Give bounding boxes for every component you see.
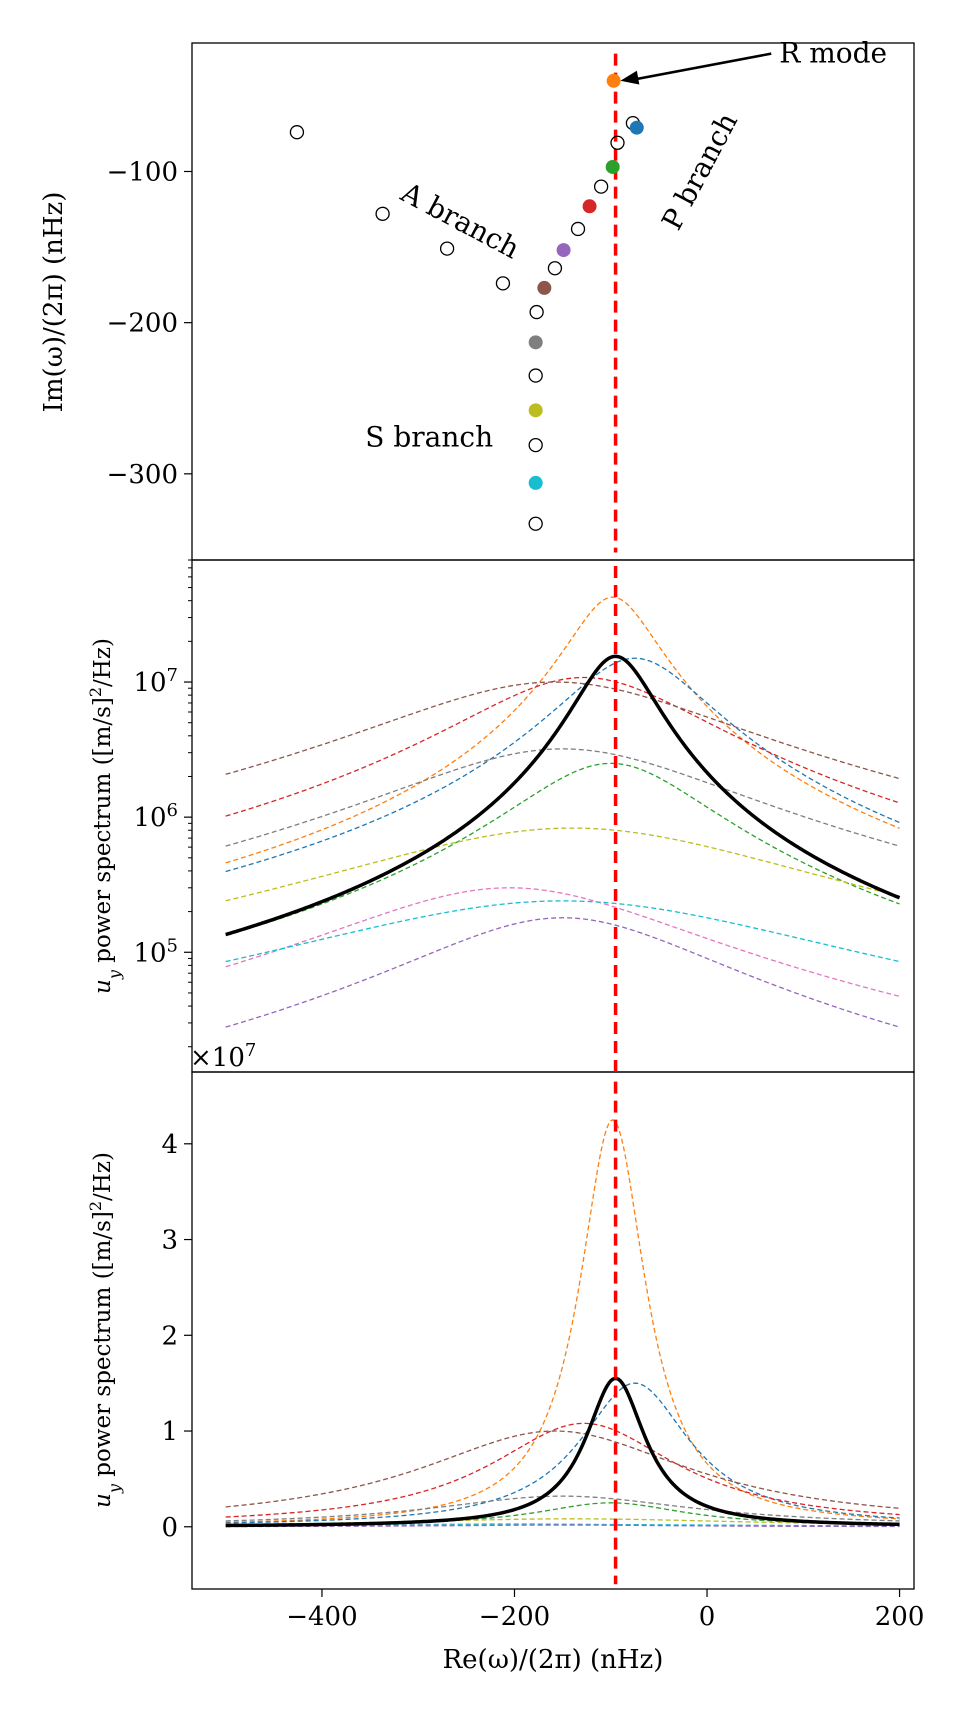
middle-ylabel-var: u: [90, 979, 116, 994]
bot-ytick-label: 0: [161, 1513, 178, 1543]
annotation-arrow-head: [620, 70, 640, 85]
open-mode-marker: [547, 261, 563, 276]
mid-series-cyan: [225, 900, 900, 963]
annotation-arrow-shaft: [632, 52, 772, 82]
middle-ylabel-sup: 2: [86, 687, 105, 697]
bot-ytick-label: 2: [161, 1321, 178, 1351]
bot-xtick-label: 200: [875, 1602, 925, 1632]
open-mode-marker: [528, 368, 543, 383]
top-y-axis-label: Im(ω)/(2π) (nHz): [39, 192, 69, 413]
open-mode-marker: [289, 125, 305, 140]
mid-curves: [225, 566, 901, 1072]
mid-series-gray: [225, 748, 900, 847]
offset-base: ×10: [190, 1043, 245, 1073]
bottom-ylabel-sub: y: [105, 1483, 124, 1494]
top-panel-frame: [191, 42, 915, 561]
colored-mode-marker: [528, 475, 543, 490]
bot-ytick-label: 3: [161, 1226, 178, 1256]
open-mode-marker: [593, 179, 609, 194]
mid-ytick-label: 106: [133, 800, 178, 834]
bottom-panel: 0 1 2 3 4 −400 −200 0 200: [161, 1081, 925, 1632]
annotation-r-mode: R mode: [779, 37, 887, 70]
bottom-offset-label: ×107: [190, 1040, 256, 1074]
middle-panel: 105 106 107: [133, 559, 901, 1072]
bot-xtick-label: −200: [479, 1602, 550, 1632]
bot-series-purple: [225, 1524, 900, 1528]
bottom-ylabel-suffix: /Hz): [90, 1152, 116, 1201]
mid-ytick-label: 105: [133, 935, 178, 969]
bottom-ylabel-var: u: [90, 1493, 116, 1508]
mid-total-curve: [225, 654, 901, 937]
middle-ylabel-sub: y: [105, 969, 124, 980]
middle-ylabel-suffix: /Hz): [90, 638, 116, 687]
top-panel: −100 −200 −300 R mode A branch P branch S bran…: [107, 37, 887, 553]
mid-series-pink: [225, 887, 900, 997]
bot-xtick-label: −400: [286, 1602, 357, 1632]
top-ytick-label: −200: [107, 309, 178, 339]
colored-mode-marker: [605, 159, 620, 174]
open-mode-marker: [495, 276, 511, 291]
colored-mode-marker: [528, 403, 543, 418]
colored-mode-marker: [606, 73, 621, 88]
open-mode-marker: [439, 241, 455, 256]
middle-panel-frame: [191, 559, 915, 1073]
open-mode-marker: [610, 135, 625, 150]
bot-ytick-label: 4: [161, 1130, 178, 1160]
top-ytick-label: −300: [107, 460, 178, 490]
mid-series-olive: [225, 827, 900, 902]
bottom-ylabel-mid: power spectrum ([m/s]: [90, 1211, 116, 1484]
bot-series-red: [225, 1422, 900, 1518]
colored-mode-marker: [537, 280, 552, 295]
open-mode-marker: [529, 304, 544, 320]
open-mode-marker: [375, 206, 390, 221]
mid-series-blue: [225, 657, 900, 873]
colored-mode-marker: [629, 120, 644, 135]
bot-ytick-label: 1: [161, 1417, 178, 1447]
x-axis-label: Re(ω)/(2π) (nHz): [443, 1645, 664, 1675]
bot-xtick-label: 0: [699, 1602, 716, 1632]
annotation-s-branch: S branch: [365, 421, 493, 454]
bot-curves: [225, 1081, 900, 1585]
mid-series-brown: [225, 681, 900, 780]
bot-total-curve: [225, 1376, 900, 1528]
offset-exp: 7: [245, 1040, 256, 1061]
annotation-p-branch: P branch: [655, 107, 744, 235]
bottom-panel-frame: [191, 1071, 915, 1590]
middle-ylabel-mid: power spectrum ([m/s]: [90, 697, 116, 970]
open-mode-marker: [528, 437, 543, 453]
bottom-y-axis-label: uy power spectrum ([m/s]2/Hz): [86, 1152, 124, 1508]
colored-mode-marker: [556, 243, 571, 258]
bottom-ylabel-sup: 2: [86, 1201, 105, 1211]
mid-series-orange: [225, 596, 900, 864]
mid-series-purple: [225, 917, 900, 1028]
colored-mode-marker: [582, 199, 597, 214]
open-mode-marker: [528, 516, 543, 531]
mid-series-green: [225, 762, 900, 936]
bot-series-gray: [225, 1495, 900, 1522]
bot-series-blue: [225, 1382, 900, 1524]
annotation-a-branch: A branch: [395, 175, 525, 265]
bot-series-brown: [225, 1430, 900, 1509]
colored-mode-marker: [528, 335, 543, 350]
middle-y-axis-label: uy power spectrum ([m/s]2/Hz): [86, 638, 124, 994]
top-ytick-label: −100: [107, 157, 178, 187]
mid-series-red: [225, 676, 900, 817]
bot-series-orange: [225, 1119, 900, 1524]
mid-ytick-label: 107: [133, 665, 178, 699]
open-mode-marker: [570, 221, 586, 237]
